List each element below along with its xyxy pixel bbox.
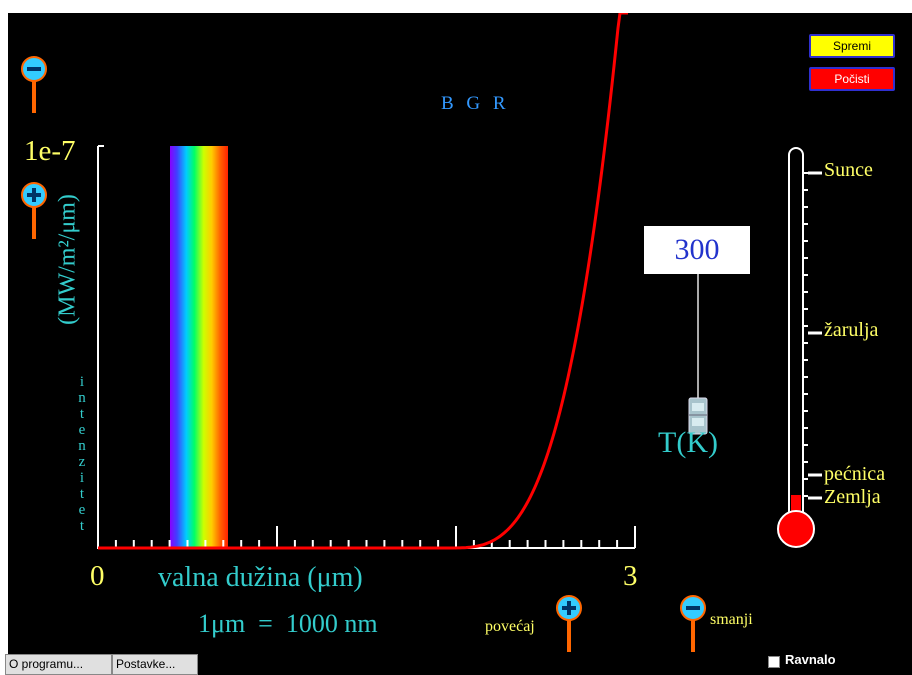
planck-curve [98,13,628,550]
temperature-slider-handle-icon[interactable] [688,397,708,435]
spectrum-graph [97,13,636,550]
save-button[interactable]: Spremi [809,34,895,58]
x-axis-ticks [97,526,636,548]
y-axis-title-letter: t [79,486,85,502]
y-axis-title-letter: n [78,390,86,406]
y-axis-title-letter: e [78,422,86,438]
y-axis-title-letter: n [78,438,86,454]
y-axis-title-letter: z [78,454,86,470]
thermometer-mark-bulb: žarulja [824,319,879,341]
vertical-zoom-out-icon[interactable] [21,55,47,115]
clear-button[interactable]: Počisti [809,67,895,91]
horizontal-zoom-in-icon[interactable] [556,594,582,654]
bgr-label: B G R [441,93,510,114]
horizontal-zoom-out-icon[interactable] [680,594,706,654]
y-axis-title-letter: i [79,470,85,486]
thermometer-mark-oven: pećnica [824,463,886,485]
y-axis-title-letter: e [78,502,86,518]
ruler-label: Ravnalo [785,652,836,667]
x-axis-label: valna dužina (μm) [158,562,363,593]
vertical-zoom-in-icon[interactable] [21,181,47,241]
thermometer-mark-earth: Zemlja [824,486,881,508]
thermometer-icon [777,147,822,548]
unit-conversion-note: 1μm = 1000 nm [198,609,378,638]
y-axis-title-letter: t [79,406,85,422]
zoom-out-label: smanji [710,611,753,628]
x-axis-min-label: 0 [90,560,105,592]
temperature-unit-label: T(K) [658,426,718,459]
about-button[interactable]: O programu... [5,654,112,675]
y-axis-max-label: 1e-7 [24,135,76,167]
ruler-checkbox[interactable] [768,656,780,668]
temperature-slider-track [697,274,699,404]
thermometer-mark-sun: Sunce [824,159,873,181]
y-axis-title-letter: t [79,518,85,534]
visible-spectrum-band [170,146,228,547]
y-axis-title-letter: i [79,374,85,390]
zoom-in-label: povećaj [485,618,535,635]
temperature-value-display: 300 [644,226,750,274]
x-axis-max-label: 3 [623,560,638,592]
settings-button[interactable]: Postavke... [112,654,198,675]
